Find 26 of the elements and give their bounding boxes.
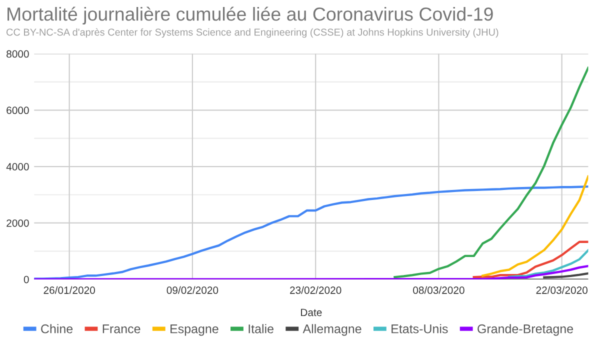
line-series bbox=[34, 185, 588, 280]
x-tick-label: 26/01/2020 bbox=[44, 286, 95, 294]
legend-label: Espagne bbox=[170, 324, 218, 336]
line-series bbox=[482, 175, 588, 277]
legend-label: France bbox=[102, 324, 140, 334]
legend-label: Etats-Unis bbox=[392, 324, 448, 334]
x-tick-label: 08/03/2020 bbox=[413, 286, 464, 294]
legend-label: Grande-Bretagne bbox=[478, 324, 573, 336]
y-tick-label: 8000 bbox=[6, 50, 29, 58]
x-tick-label: 22/03/2020 bbox=[536, 286, 588, 294]
line-series bbox=[34, 264, 588, 280]
chart-subtitle: CC BY-NC-SA d'après Center for Systems Science and Engineering (CSSE) at Johns Hopkins University (JHU) bbox=[6, 28, 498, 38]
x-tick-label: 09/02/2020 bbox=[166, 286, 218, 294]
legend-label: Italie bbox=[248, 324, 274, 334]
x-tick-label: 23/02/2020 bbox=[290, 286, 342, 294]
legend-label: Allemagne bbox=[302, 324, 362, 336]
chart-title: Mortalité journalière cumulée liée au Coronavirus Covid-19 bbox=[8, 6, 493, 24]
y-tick-label: 2000 bbox=[6, 219, 29, 227]
y-tick-label: 0 bbox=[24, 276, 29, 284]
x-axis-title: Date bbox=[301, 308, 322, 316]
legend-label: Chine bbox=[41, 324, 73, 334]
line-series bbox=[394, 66, 588, 278]
line-series bbox=[472, 240, 588, 278]
y-tick-label: 6000 bbox=[6, 106, 29, 114]
line-series bbox=[508, 249, 588, 278]
y-tick-label: 4000 bbox=[6, 163, 29, 170]
